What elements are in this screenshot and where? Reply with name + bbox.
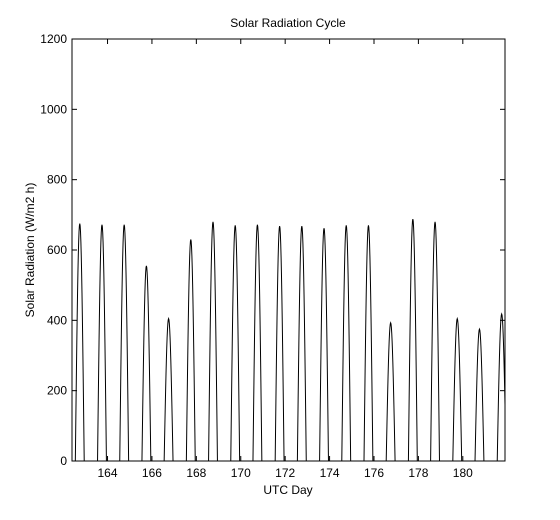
daily-cycle-7	[230, 225, 241, 462]
x-tick-label-164: 164	[98, 466, 118, 480]
chart-title: Solar Radiation Cycle	[230, 16, 346, 30]
daily-cycle-4	[163, 316, 174, 462]
daily-cycle-11	[319, 228, 329, 462]
y-tick-label-600: 600	[47, 243, 67, 257]
daily-cycle-14	[385, 321, 396, 462]
x-tick-label-170: 170	[231, 466, 251, 480]
y-tick-label-0: 0	[60, 454, 67, 468]
x-tick-label-178: 178	[408, 466, 428, 480]
daily-cycle-10	[296, 225, 307, 462]
y-tick-label-400: 400	[47, 313, 67, 327]
series-group	[72, 218, 506, 462]
daily-cycle-19	[496, 312, 506, 462]
x-axis-label: UTC Day	[263, 483, 312, 497]
daily-cycle-17	[452, 316, 463, 462]
daily-cycle-3	[141, 265, 152, 462]
daily-cycle-18	[474, 327, 485, 462]
x-tick-label-180: 180	[453, 466, 473, 480]
x-tick-label-174: 174	[320, 466, 340, 480]
y-axis-ticks: 0 200 400 600 800 1000 1200	[40, 32, 505, 468]
daily-cycle-15	[407, 218, 418, 462]
daily-cycle-1	[97, 224, 107, 462]
x-tick-label-168: 168	[186, 466, 206, 480]
daily-cycle-5	[185, 239, 196, 462]
y-tick-label-1200: 1200	[40, 32, 67, 46]
daily-cycle-0	[74, 223, 85, 462]
daily-cycle-16	[430, 221, 440, 462]
daily-cycle-8	[252, 224, 263, 462]
daily-cycle-2	[119, 224, 130, 462]
y-tick-label-1000: 1000	[40, 102, 67, 116]
x-tick-label-166: 166	[142, 466, 162, 480]
x-tick-label-176: 176	[364, 466, 384, 480]
daily-cycle-6	[208, 221, 218, 462]
y-tick-label-200: 200	[47, 384, 67, 398]
daily-cycle-13	[363, 225, 374, 462]
daily-cycle-12	[341, 225, 352, 462]
plot-frame	[71, 38, 506, 462]
daily-cycle-9	[274, 225, 285, 462]
x-tick-label-172: 172	[275, 466, 295, 480]
y-axis-label: Solar Radiation (W/m2 h)	[23, 183, 37, 318]
y-tick-label-800: 800	[47, 173, 67, 187]
x-axis-ticks: 164 166 168 170 172 174 176 178 180	[98, 39, 473, 480]
